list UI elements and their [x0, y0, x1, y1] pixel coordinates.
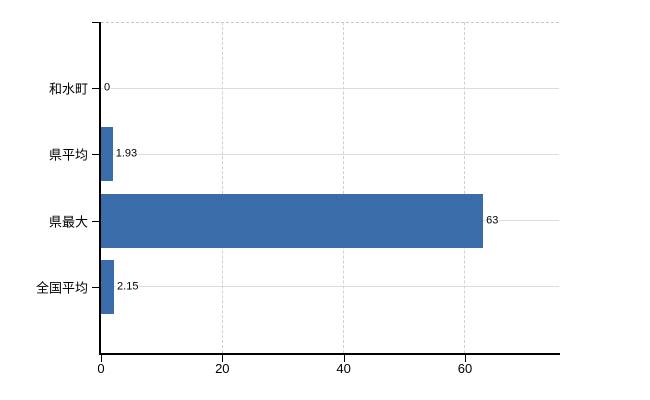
bar: [101, 193, 484, 248]
category-label: 全国平均: [35, 280, 88, 296]
plot-area: 0 1.93 63 2.15: [101, 22, 559, 353]
x-axis-tick: [464, 355, 466, 362]
vertical-gridline: [221, 22, 223, 353]
vertical-gridline: [343, 22, 345, 353]
bar-value-label: 1.93: [114, 147, 139, 161]
x-axis-tick: [222, 355, 224, 362]
y-axis-tick: [92, 22, 100, 23]
bar: [101, 127, 113, 182]
x-axis-tick: [343, 355, 345, 362]
y-axis-tick: [92, 88, 100, 90]
x-axis-tick: [101, 355, 102, 362]
category-label: 県平均: [48, 147, 88, 163]
x-tick-label: 20: [215, 361, 230, 376]
y-axis-line: [99, 22, 101, 355]
category-label: 和水町: [48, 81, 88, 97]
bar-value-label: 0: [103, 81, 112, 95]
horizontal-gridline: [101, 286, 559, 288]
y-axis-tick: [92, 154, 100, 156]
bar-value-label: 63: [485, 214, 500, 228]
x-tick-label: 40: [336, 361, 351, 376]
vertical-gridline: [464, 22, 466, 353]
category-label: 県最大: [48, 214, 88, 230]
x-axis-line: [99, 353, 560, 355]
bar-value-label: 2.15: [116, 280, 140, 294]
plot-top-border: [101, 22, 559, 23]
y-axis-tick: [92, 286, 100, 288]
bar: [101, 259, 115, 314]
x-tick-label: 0: [97, 361, 105, 376]
x-tick-label: 60: [457, 361, 473, 376]
horizontal-gridline: [101, 153, 559, 155]
y-axis-tick: [92, 220, 100, 222]
horizontal-gridline: [101, 87, 559, 89]
